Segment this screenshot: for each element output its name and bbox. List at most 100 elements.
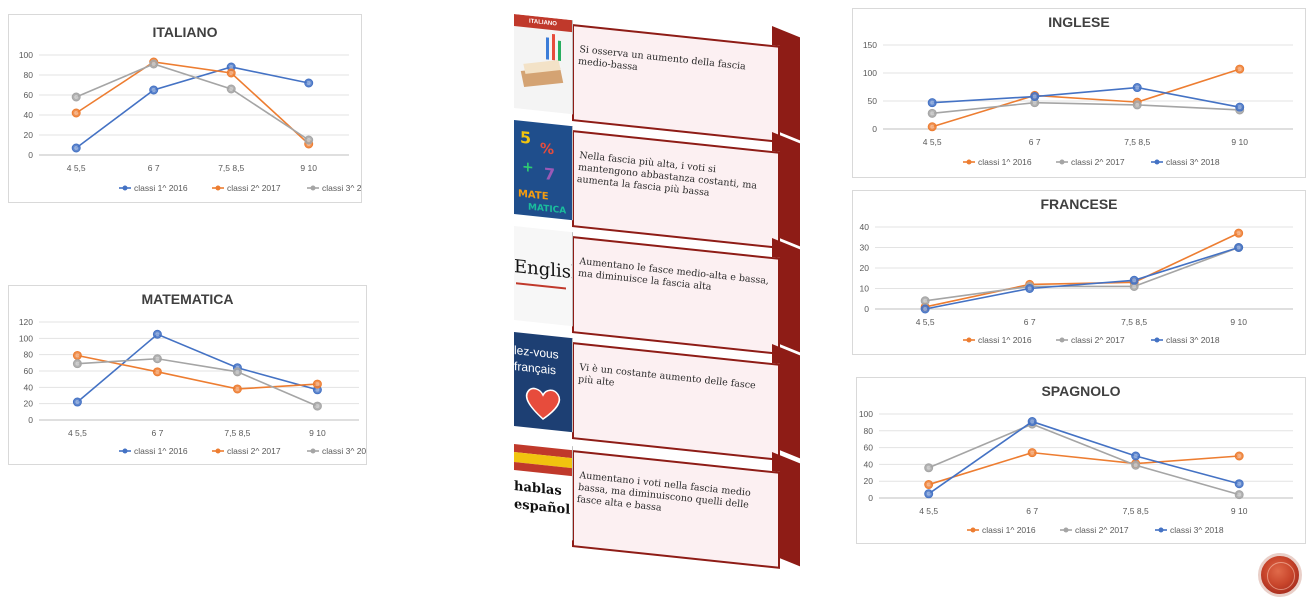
data-point	[1235, 102, 1245, 112]
spanish-flag-icon: hablas español	[514, 440, 573, 541]
data-point-highlight	[926, 482, 931, 487]
data-point	[226, 68, 236, 78]
svg-text:7: 7	[544, 164, 555, 184]
data-point-highlight	[923, 307, 928, 311]
card-thumb-label: lez-vous français	[514, 343, 559, 378]
data-point-highlight	[1133, 454, 1138, 458]
series-line	[75, 63, 310, 141]
data-point	[152, 329, 162, 339]
data-point-highlight	[930, 111, 935, 116]
legend-label: classi 1^ 2016	[134, 446, 188, 456]
data-point-highlight	[75, 361, 80, 366]
chart-francese-svg: FRANCESE 0 10 20 30 40 4 5,5 6 7 7,5 8,5 9 10 clas…	[860, 196, 1293, 345]
data-point	[1030, 92, 1040, 102]
x-tick-label: 6 7	[148, 163, 160, 173]
x-tick-label: 7,5 8,5	[224, 428, 250, 438]
y-tick-label: 0	[868, 493, 873, 503]
french-heart-icon: lez-vous français	[514, 332, 573, 433]
data-point	[924, 480, 934, 490]
data-point	[226, 84, 236, 94]
data-point-highlight	[229, 87, 234, 91]
x-tick-label: 6 7	[151, 428, 163, 438]
legend-swatch-marker	[122, 448, 128, 454]
x-tick-label: 9 10	[300, 163, 317, 173]
y-tick-label: 100	[19, 333, 33, 343]
math-drawing: 5 % + 7 MATE MATICA	[518, 128, 566, 217]
data-point	[1131, 451, 1141, 461]
data-point-highlight	[1132, 278, 1137, 283]
x-tick-label: 6 7	[1026, 506, 1038, 516]
data-point-highlight	[1032, 94, 1037, 99]
chart-italiano-svg: ITALIANO 0 20 40 60 80 100 4 5,5 6 7 7,5 8,5 9 10 c…	[19, 24, 361, 193]
legend-swatch-marker	[966, 337, 972, 343]
chart-matematica-svg: MATEMATICA 0 20 40 60 80 100 120 4 5,5 6 7 7,5 8,5…	[19, 291, 366, 456]
data-point-highlight	[315, 387, 320, 392]
card-spagnolo: hablas español Aumentano i voti nella fa…	[514, 440, 801, 569]
data-point-highlight	[315, 404, 320, 409]
y-tick-label: 40	[860, 222, 870, 232]
data-point-highlight	[235, 386, 240, 391]
data-point	[1132, 83, 1142, 93]
y-tick-label: 40	[864, 459, 874, 469]
x-tick-label: 9 10	[1231, 137, 1248, 147]
data-point	[72, 397, 82, 407]
chart-francese: FRANCESE 0 10 20 30 40 4 5,5 6 7 7,5 8,5 9 10 clas…	[852, 190, 1306, 355]
data-point-highlight	[1236, 245, 1241, 250]
y-tick-label: 50	[868, 96, 878, 106]
y-tick-label: 10	[860, 284, 870, 294]
data-point	[1234, 228, 1244, 238]
data-point	[72, 359, 82, 369]
data-point	[1132, 100, 1142, 110]
legend-label: classi 2^ 2017	[1071, 335, 1125, 345]
data-point	[232, 384, 242, 394]
data-point-highlight	[155, 356, 160, 361]
series-line	[75, 61, 310, 145]
logo-ring	[1267, 562, 1295, 590]
data-point-highlight	[1237, 67, 1242, 72]
circular-logo-icon	[1258, 553, 1302, 597]
card-matematica: 5 % + 7 MATE MATICA Nella fascia più alt…	[514, 120, 801, 249]
svg-text:+: +	[522, 159, 534, 176]
legend-swatch-marker	[122, 185, 128, 191]
x-tick-label: 4 5,5	[923, 137, 942, 147]
data-point	[924, 489, 934, 499]
data-point-highlight	[1237, 454, 1242, 458]
legend-label: classi 3^ 2018	[1166, 157, 1220, 167]
x-tick-label: 7,5 8,5	[1123, 506, 1149, 516]
data-point	[304, 135, 314, 145]
data-point	[927, 108, 937, 118]
y-tick-label: 120	[19, 317, 33, 327]
chart-title: FRANCESE	[1040, 196, 1117, 212]
data-point	[312, 401, 322, 411]
chart-spagnolo: SPAGNOLO 0 20 40 60 80 100 4 5,5 6 7 7,5 8,5 9 10 c…	[856, 377, 1306, 544]
y-tick-label: 60	[24, 90, 34, 100]
chart-matematica: MATEMATICA 0 20 40 60 80 100 120 4 5,5 6 7 7,5 8,5…	[8, 285, 367, 465]
chart-inglese: INGLESE 0 50 100 150 4 5,5 6 7 7,5 8,5 9 10 class…	[852, 8, 1306, 178]
legend-label: classi 1^ 2016	[134, 183, 188, 193]
y-tick-label: 80	[864, 426, 874, 436]
data-point	[924, 463, 934, 473]
chart-title: MATEMATICA	[141, 291, 233, 307]
svg-text:%: %	[540, 141, 554, 158]
series-line	[925, 246, 1239, 310]
legend-label: classi 3^ 2018	[1166, 335, 1220, 345]
data-point-highlight	[151, 62, 156, 66]
y-tick-label: 0	[28, 415, 33, 425]
data-point	[927, 98, 937, 108]
chart-italiano: ITALIANO 0 20 40 60 80 100 4 5,5 6 7 7,5 8,5 9 10 c…	[8, 14, 362, 203]
card-italiano: ITALIANO Si osserva un aumento della fas…	[514, 14, 801, 143]
data-point	[1234, 479, 1244, 489]
data-point-highlight	[1236, 231, 1241, 236]
data-point-highlight	[306, 81, 311, 85]
y-tick-label: 40	[24, 382, 34, 392]
legend-swatch-marker	[1059, 337, 1065, 343]
y-tick-label: 20	[860, 263, 870, 273]
y-tick-label: 150	[863, 40, 877, 50]
data-point	[1235, 64, 1245, 74]
math-letters-icon: 5 % + 7 MATE MATICA	[514, 120, 573, 221]
data-point-highlight	[1027, 286, 1032, 291]
data-point	[1234, 490, 1244, 500]
series-line	[76, 333, 318, 403]
legend-swatch-marker	[215, 448, 221, 454]
data-point-highlight	[306, 138, 311, 142]
